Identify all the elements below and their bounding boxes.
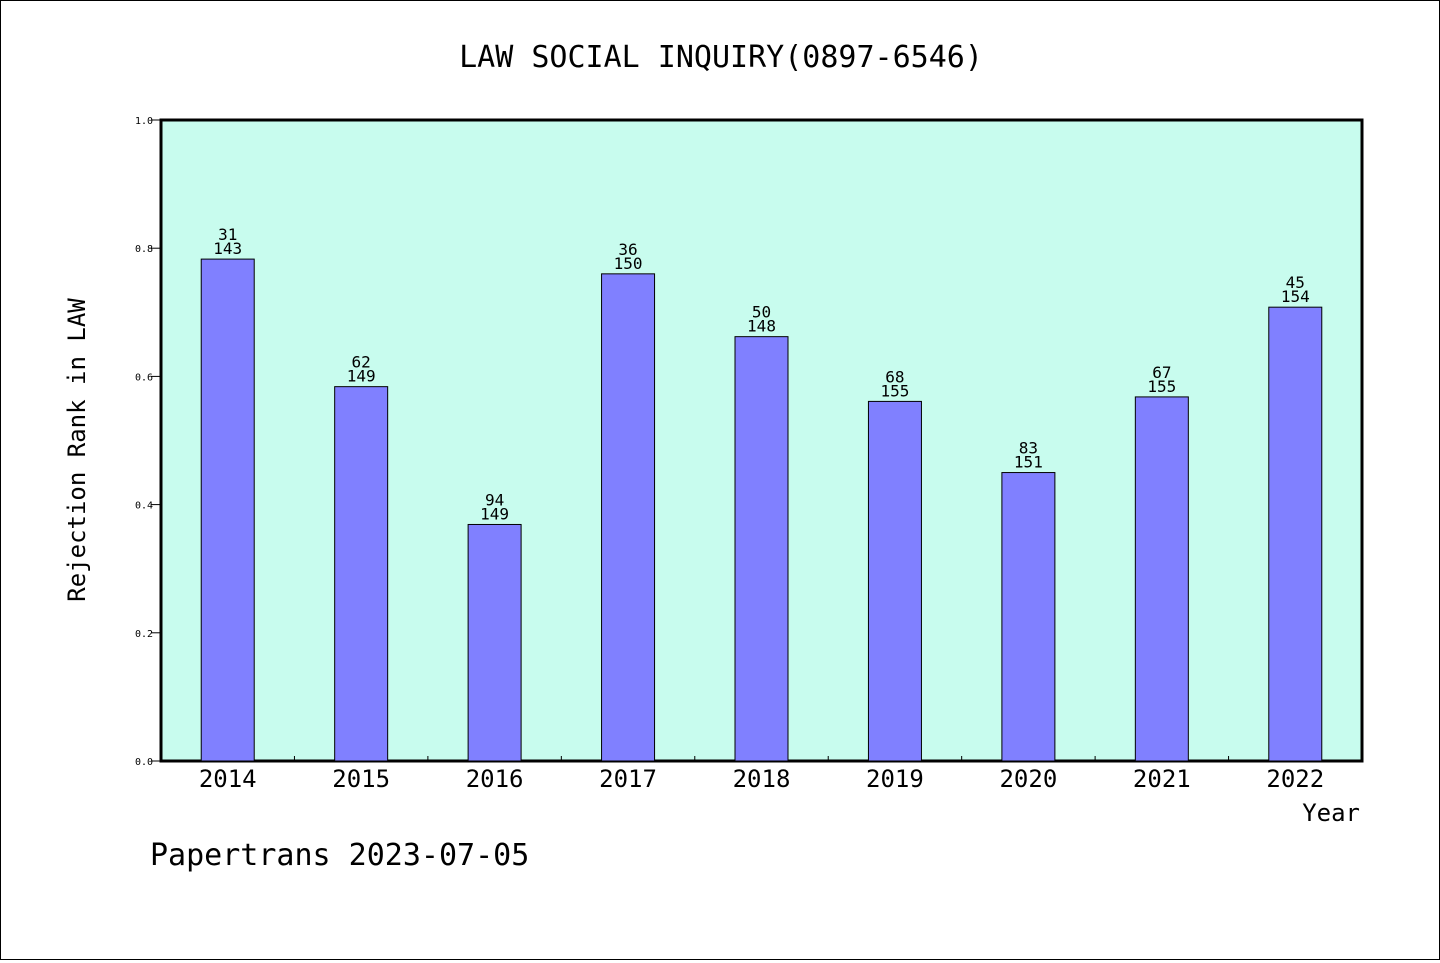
- x-axis: 2014 2015 2016 2017 2018 2019 2020 2021 2022: [199, 756, 1324, 793]
- y-tick-label: 0.2: [135, 629, 153, 640]
- y-tick-label: 0.8: [135, 244, 153, 255]
- bar-total-label: 155: [880, 381, 909, 400]
- bar: [467, 523, 522, 762]
- bar-total-label: 154: [1281, 287, 1310, 306]
- y-tick-label: 1.0: [135, 116, 153, 127]
- bar-total-label: 149: [347, 367, 376, 386]
- chart-title: LAW SOCIAL INQUIRY(0897-6546): [459, 40, 983, 75]
- y-tick-label: 0.4: [135, 501, 153, 512]
- bar-total-label: 148: [747, 317, 776, 336]
- bar: [867, 400, 922, 762]
- footer-text: Papertrans 2023-07-05: [150, 838, 529, 873]
- bar-total-label: 155: [1147, 377, 1176, 396]
- x-tick-label: 2020: [999, 765, 1057, 793]
- bar: [1268, 306, 1323, 762]
- bar-total-label: 151: [1014, 453, 1043, 472]
- bar-rank-label: 45: [1286, 273, 1305, 292]
- x-tick-label: 2017: [599, 765, 657, 793]
- bar: [601, 273, 656, 762]
- bar-rank-label: 62: [352, 353, 371, 372]
- bar-rank-label: 68: [885, 367, 904, 386]
- y-axis: 0.0 0.2 0.4 0.6 0.8 1.0: [135, 116, 161, 768]
- x-tick-label: 2015: [332, 765, 390, 793]
- x-tick-label: 2014: [199, 765, 257, 793]
- x-axis-label: Year: [1302, 799, 1360, 827]
- bar-rank-label: 50: [752, 303, 771, 322]
- bar-total-label: 149: [480, 504, 509, 523]
- bar-rank-label: 31: [218, 225, 237, 244]
- x-tick-label: 2018: [733, 765, 791, 793]
- x-tick-label: 2016: [466, 765, 524, 793]
- bar: [1001, 472, 1056, 762]
- bar: [1134, 396, 1189, 762]
- bar: [334, 386, 389, 762]
- x-tick-label: 2021: [1133, 765, 1191, 793]
- y-axis-label: Rejection Rank in LAW: [63, 298, 91, 602]
- bar-rank-label: 67: [1152, 363, 1171, 382]
- bars: 3114362149941493615050148681558315167155…: [200, 225, 1323, 762]
- bar-total-label: 150: [614, 254, 643, 273]
- x-tick-label: 2022: [1266, 765, 1324, 793]
- y-tick-label: 0.6: [135, 372, 153, 383]
- bar: [734, 336, 789, 762]
- bar-total-label: 143: [213, 239, 242, 258]
- y-tick-label: 0.0: [135, 757, 153, 768]
- bar: [200, 258, 255, 762]
- bar-rank-label: 83: [1019, 439, 1038, 458]
- bar-rank-label: 94: [485, 490, 504, 509]
- bar-rank-label: 36: [618, 240, 637, 259]
- x-tick-label: 2019: [866, 765, 924, 793]
